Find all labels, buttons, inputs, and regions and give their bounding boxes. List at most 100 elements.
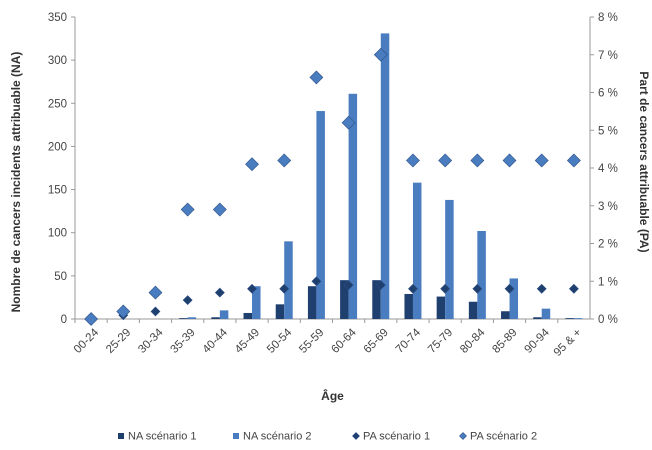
y-tick-left-label: 350 xyxy=(48,12,67,24)
x-tick-label: 70-74 xyxy=(394,326,424,356)
y-tick-right-label: 3 % xyxy=(598,201,618,213)
x-tick-label: 25-29 xyxy=(104,327,133,356)
bar-na-scenario-2 xyxy=(412,182,422,319)
y-tick-right-label: 2 % xyxy=(598,239,618,251)
marker-pa-scenario-2 xyxy=(502,153,517,168)
legend-swatch xyxy=(459,432,467,440)
marker-pa-scenario-1 xyxy=(440,283,451,294)
bar-na-scenario-2 xyxy=(541,308,551,319)
marker-pa-scenario-1 xyxy=(504,283,515,294)
marker-pa-scenario-2 xyxy=(148,285,163,300)
y-axis-left-title: Nombre de cancers incidents attribuable … xyxy=(9,52,23,313)
bar-na-scenario-2 xyxy=(380,33,390,319)
bars xyxy=(179,33,583,320)
marker-pa-scenario-2 xyxy=(116,304,131,319)
x-tick-label: 35-39 xyxy=(168,327,197,356)
bar-na-scenario-2 xyxy=(348,93,358,320)
bar-na-scenario-2 xyxy=(219,310,229,319)
y-tick-right-label: 6 % xyxy=(598,88,618,100)
legend-label: PA scénario 2 xyxy=(470,431,537,443)
bar-na-scenario-1 xyxy=(501,311,510,319)
bar-na-scenario-2 xyxy=(477,230,486,319)
marker-pa-scenario-2 xyxy=(245,157,259,172)
marker-pa-scenario-2 xyxy=(277,153,292,168)
bar-na-scenario-1 xyxy=(211,317,220,319)
labels: 0 50 100 150 200 250 300 350 0 % 1 % 2 % 3 % 4 % 5 % 6… xyxy=(9,12,651,403)
legend: NA scénario 1 NA scénario 2 PA scénario 1 P… xyxy=(118,431,537,443)
marker-pa-scenario-1 xyxy=(536,283,547,294)
x-tick-label: 85-89 xyxy=(490,327,519,356)
x-tick-label: 80-84 xyxy=(458,326,488,356)
marker-pa-scenario-1 xyxy=(408,283,418,294)
x-axis-title: Âge xyxy=(321,388,344,403)
marker-pa-scenario-2 xyxy=(212,202,227,217)
bar-na-scenario-1 xyxy=(372,280,381,319)
marker-pa-scenario-2 xyxy=(373,47,388,62)
legend-label: NA scénario 1 xyxy=(128,431,196,443)
x-tick-label: 40-44 xyxy=(201,326,231,356)
markers xyxy=(84,47,581,326)
marker-pa-scenario-1 xyxy=(472,283,483,294)
marker-pa-scenario-2 xyxy=(84,312,99,326)
legend-swatch xyxy=(233,433,239,439)
x-tick-label: 30-34 xyxy=(136,326,166,356)
marker-pa-scenario-1 xyxy=(214,287,225,298)
marker-pa-scenario-2 xyxy=(341,115,356,130)
legend-swatch xyxy=(118,433,124,439)
y-tick-right-label: 7 % xyxy=(598,50,618,62)
y-tick-left-label: 50 xyxy=(54,271,67,283)
bar-na-scenario-2 xyxy=(187,317,197,319)
bar-na-scenario-2 xyxy=(252,286,261,319)
marker-pa-scenario-1 xyxy=(568,283,579,294)
bar-na-scenario-1 xyxy=(436,296,446,319)
x-tick-label: 65-69 xyxy=(362,327,391,356)
bar-na-scenario-2 xyxy=(509,278,519,319)
marker-pa-scenario-2 xyxy=(566,153,581,168)
y-tick-right-label: 5 % xyxy=(598,125,618,137)
bar-na-scenario-1 xyxy=(179,318,188,319)
bar-na-scenario-1 xyxy=(340,280,349,319)
marker-pa-scenario-2 xyxy=(309,70,324,85)
x-tick-label: 60-64 xyxy=(329,326,359,356)
y-tick-right-label: 1 % xyxy=(598,276,618,288)
y-tick-right-label: 0 % xyxy=(598,314,618,326)
bar-na-scenario-1 xyxy=(404,293,413,319)
x-tick-label: 55-59 xyxy=(297,327,326,356)
axes xyxy=(71,16,594,323)
bar-na-scenario-1 xyxy=(307,286,317,319)
marker-pa-scenario-1 xyxy=(343,280,354,290)
y-tick-left-label: 200 xyxy=(48,141,67,153)
bar-na-scenario-2 xyxy=(284,241,293,319)
x-tick-label: 50-54 xyxy=(265,326,295,356)
bar-na-scenario-1 xyxy=(468,301,478,319)
marker-pa-scenario-1 xyxy=(375,280,386,290)
y-tick-left-label: 100 xyxy=(48,228,67,240)
bar-na-scenario-1 xyxy=(275,304,285,319)
bar-na-scenario-1 xyxy=(565,318,574,319)
marker-pa-scenario-2 xyxy=(534,153,549,168)
marker-pa-scenario-1 xyxy=(311,276,322,287)
bar-na-scenario-2 xyxy=(573,318,583,319)
legend-label: PA scénario 1 xyxy=(363,431,430,443)
x-tick-label: 90-94 xyxy=(523,326,553,356)
y-tick-left-label: 250 xyxy=(48,98,67,110)
y-axis-right-title: Part de cancers attribuable (PA) xyxy=(637,71,651,252)
bar-na-scenario-1 xyxy=(533,317,542,319)
x-tick-label: 95 & + xyxy=(552,326,584,358)
bar-na-scenario-1 xyxy=(243,312,253,319)
marker-pa-scenario-1 xyxy=(279,283,290,294)
y-tick-left-label: 150 xyxy=(48,185,67,197)
marker-pa-scenario-1 xyxy=(150,306,161,317)
y-tick-right-label: 4 % xyxy=(598,163,618,175)
x-tick-label: 75-79 xyxy=(426,327,455,356)
y-tick-left-label: 0 xyxy=(61,314,67,326)
marker-pa-scenario-2 xyxy=(406,153,420,168)
marker-pa-scenario-2 xyxy=(470,153,485,168)
y-tick-left-label: 300 xyxy=(48,55,67,67)
bar-na-scenario-2 xyxy=(316,111,325,320)
marker-pa-scenario-1 xyxy=(182,295,193,306)
legend-swatch xyxy=(352,432,360,440)
bar-na-scenario-2 xyxy=(445,199,454,319)
marker-pa-scenario-2 xyxy=(438,153,453,168)
